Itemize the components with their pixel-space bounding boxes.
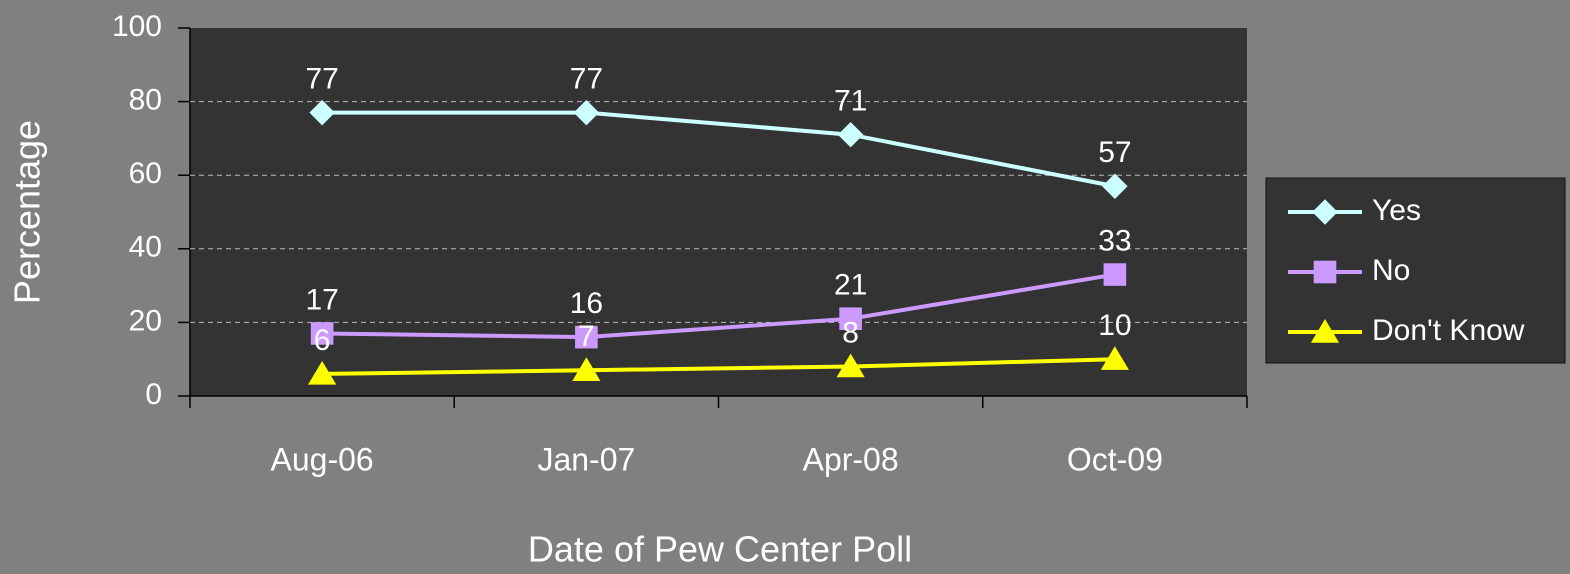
y-axis-title: Percentage (7, 120, 48, 304)
legend-marker (1313, 260, 1337, 284)
series-line (322, 110, 1116, 189)
x-tick-label: Aug-06 (271, 441, 374, 477)
y-tick-label: 100 (112, 10, 162, 43)
data-point (837, 122, 864, 148)
y-tick-label: 40 (129, 231, 162, 264)
data-point (309, 99, 335, 126)
legend-label: Yes (1372, 194, 1421, 227)
data-label: 21 (834, 269, 867, 302)
y-tick-label: 80 (129, 84, 162, 117)
data-point (1102, 173, 1128, 199)
legend-label: Don't Know (1372, 314, 1525, 347)
data-label: 17 (305, 283, 338, 316)
data-label: 33 (1098, 224, 1131, 257)
data-point (573, 99, 600, 126)
x-tick-label: Apr-08 (803, 441, 899, 477)
data-label: 71 (834, 85, 867, 118)
data-point (310, 322, 334, 345)
data-label: 7 (578, 320, 595, 353)
data-point (575, 325, 598, 349)
y-tick-label: 60 (129, 157, 162, 190)
data-point (839, 307, 862, 331)
data-point (572, 357, 601, 381)
data-label: 6 (314, 324, 331, 357)
y-tick-label: 20 (129, 304, 162, 337)
y-tick-label: 0 (145, 378, 162, 411)
x-tick-label: Oct-09 (1067, 441, 1163, 477)
data-label: 77 (570, 63, 603, 96)
legend-marker (1312, 199, 1338, 225)
x-axis-title: Date of Pew Center Poll (528, 529, 912, 570)
data-point (836, 353, 865, 378)
data-label: 10 (1098, 309, 1131, 342)
data-label: 57 (1098, 136, 1131, 169)
data-point (1103, 263, 1127, 286)
data-point (308, 360, 337, 385)
data-point (1100, 346, 1129, 370)
data-label: 8 (842, 316, 859, 349)
series-line (322, 272, 1116, 340)
data-label: 16 (570, 287, 603, 320)
x-tick-label: Jan-07 (537, 441, 635, 477)
series-line (322, 357, 1115, 376)
legend-marker (1310, 319, 1340, 343)
plot-area (190, 28, 1247, 396)
legend-label: No (1372, 254, 1410, 287)
data-label: 77 (305, 63, 338, 96)
